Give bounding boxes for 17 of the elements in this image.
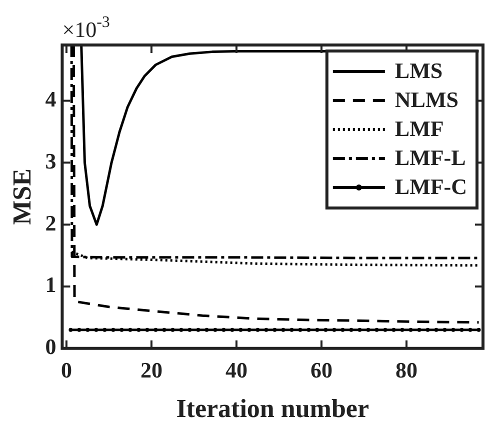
legend-label: LMS xyxy=(394,58,443,84)
x-tick-label: 0 xyxy=(60,357,72,382)
y-tick-label: 4 xyxy=(45,86,56,112)
legend-label: LMF-C xyxy=(394,174,468,200)
x-tick-label: 60 xyxy=(310,357,332,382)
legend-label: NLMS xyxy=(394,87,458,112)
y-axis-title: MSE xyxy=(7,168,36,225)
y-tick-label: 0 xyxy=(45,334,56,360)
y-tick-label: 2 xyxy=(45,210,56,236)
x-tick-label: 40 xyxy=(225,357,248,382)
legend-label: LMF-L xyxy=(394,145,466,170)
x-tick-label: 20 xyxy=(140,357,162,382)
y-tick-label: 1 xyxy=(45,272,56,298)
y-tick-label: 3 xyxy=(45,148,56,174)
legend-label: LMF xyxy=(394,116,444,142)
x-axis-title: Iteration number xyxy=(176,394,370,424)
x-tick-label: 80 xyxy=(395,357,418,382)
